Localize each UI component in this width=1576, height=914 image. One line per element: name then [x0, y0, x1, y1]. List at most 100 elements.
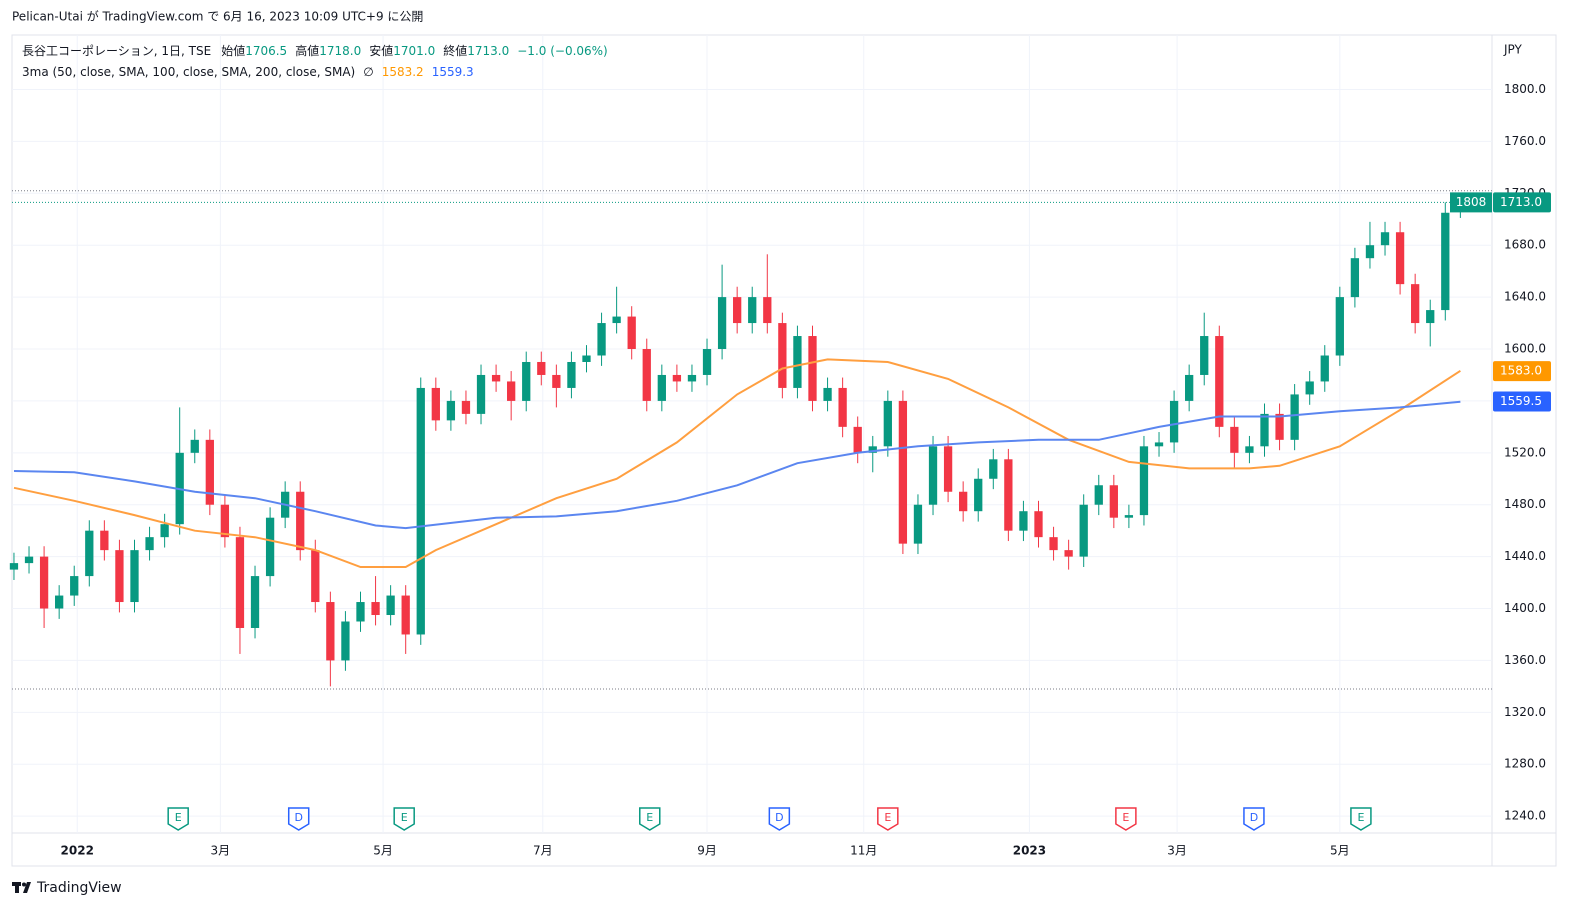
- candle-body: [597, 323, 606, 356]
- candle-body: [39, 556, 49, 609]
- candle-body: [959, 491, 968, 512]
- candle-body: [1079, 504, 1088, 557]
- candle-body: [115, 550, 124, 603]
- candle-body: [235, 537, 245, 628]
- y-tick-label: 1400.0: [1504, 601, 1546, 615]
- candle-body: [326, 602, 335, 661]
- candle-body: [250, 576, 260, 628]
- candle-body: [1185, 374, 1194, 401]
- candle-body: [672, 374, 682, 382]
- candle-body: [567, 361, 576, 388]
- event-label: E: [646, 811, 653, 824]
- event-badge: [393, 807, 415, 831]
- candle-body: [898, 400, 908, 544]
- candle-body: [446, 400, 456, 421]
- x-tick-label: 3月: [211, 844, 231, 858]
- candle-body: [1365, 245, 1375, 259]
- event-label: D: [1250, 811, 1258, 824]
- legend-label: 始値: [221, 43, 245, 58]
- event-label: D: [775, 811, 783, 824]
- candle-body: [1380, 232, 1390, 246]
- candle-body: [1350, 258, 1360, 298]
- candle-body: [853, 426, 862, 453]
- candle-body: [24, 556, 34, 564]
- y-tick-label: 1360.0: [1504, 653, 1546, 667]
- axes: 1240.0 1280.0 1320.0 1360.0 1400.0 1440.0 1480…: [61, 82, 1551, 858]
- candle-body: [296, 491, 305, 551]
- legend-label: 安値: [369, 43, 393, 58]
- y-tick-label: 1480.0: [1504, 497, 1546, 511]
- candle-body: [461, 400, 471, 414]
- grid: [12, 35, 1492, 833]
- candle-body: [763, 297, 772, 324]
- event-badge: [639, 807, 661, 831]
- candle-body: [1215, 336, 1224, 427]
- legend-value: 1701.0: [393, 44, 435, 58]
- candle-body: [1290, 394, 1299, 440]
- candle-body: [356, 602, 365, 622]
- indicator-value: 1583.2: [382, 65, 424, 79]
- candle-body: [341, 621, 350, 661]
- legend-main: 長谷工コーポレーション, 1日, TSE 始値1706.5 高値1718.0 安値17…: [22, 43, 608, 58]
- candle-body: [989, 459, 998, 479]
- candle-body: [416, 387, 425, 635]
- y-tick-label: 1520.0: [1504, 445, 1546, 459]
- candle-body: [476, 374, 486, 414]
- price-tag: [1493, 391, 1551, 412]
- candle-body: [1335, 297, 1344, 356]
- x-tick-label: 5月: [1330, 844, 1350, 858]
- candle-body: [431, 387, 440, 421]
- footer: TradingView: [36, 880, 122, 896]
- indicator-value: 1559.3: [432, 65, 474, 79]
- x-tick-label: 3月: [1167, 844, 1187, 858]
- candle-body: [733, 297, 742, 324]
- y-tick-label: 1320.0: [1504, 705, 1546, 719]
- event-label: E: [1122, 811, 1129, 824]
- ma-line: [13, 400, 1461, 530]
- price-tag-extra: [1450, 192, 1492, 213]
- logo: [12, 882, 31, 893]
- candle-body: [386, 595, 395, 616]
- y-tick-label: 1760.0: [1504, 134, 1546, 148]
- event-badge: [1243, 807, 1265, 831]
- candle-body: [1124, 515, 1134, 518]
- candle-body: [928, 446, 938, 505]
- chart-frame: [11, 34, 1557, 867]
- candle-body: [748, 297, 757, 324]
- candle-body: [1094, 485, 1103, 505]
- candle-body: [838, 387, 847, 427]
- symbol: 長谷工コーポレーション, 1日, TSE: [22, 44, 211, 58]
- candle-body: [582, 355, 591, 362]
- candle-body: [1260, 413, 1269, 447]
- candle-body: [205, 439, 214, 505]
- candle-body: [883, 400, 892, 447]
- candle-body: [974, 478, 983, 512]
- candle-body: [55, 595, 64, 609]
- event-label: E: [401, 811, 408, 824]
- y-tick-label: 1600.0: [1504, 342, 1546, 356]
- candle-body: [1230, 426, 1239, 453]
- candle-body: [1049, 537, 1058, 551]
- candle-body: [1411, 284, 1420, 324]
- x-tick-label: 5月: [373, 844, 393, 858]
- x-tick-label: 2023: [1013, 844, 1046, 858]
- legend-indicator: 3ma (50, close, SMA, 100, close, SMA, 20…: [22, 65, 474, 79]
- price-tag: [1493, 361, 1551, 382]
- candle-body: [311, 550, 320, 603]
- y-tick-label: 1800.0: [1504, 82, 1546, 96]
- candle-body: [1109, 485, 1118, 518]
- candle-body: [507, 381, 516, 401]
- candle-body: [1200, 336, 1209, 375]
- price-tag-label: 1713.0: [1500, 195, 1542, 209]
- candle-body: [1139, 446, 1149, 516]
- price-tag-label: 1583.0: [1500, 364, 1542, 378]
- header: Pelican-Utai が TradingView.com で 6月 16, …: [12, 9, 423, 24]
- candle-body: [1441, 212, 1450, 311]
- candle-body: [100, 530, 109, 551]
- candle-body: [943, 446, 953, 492]
- candle-body: [702, 349, 712, 375]
- candle-body: [1245, 446, 1254, 453]
- candle-body: [717, 297, 727, 350]
- candle-body: [220, 504, 230, 538]
